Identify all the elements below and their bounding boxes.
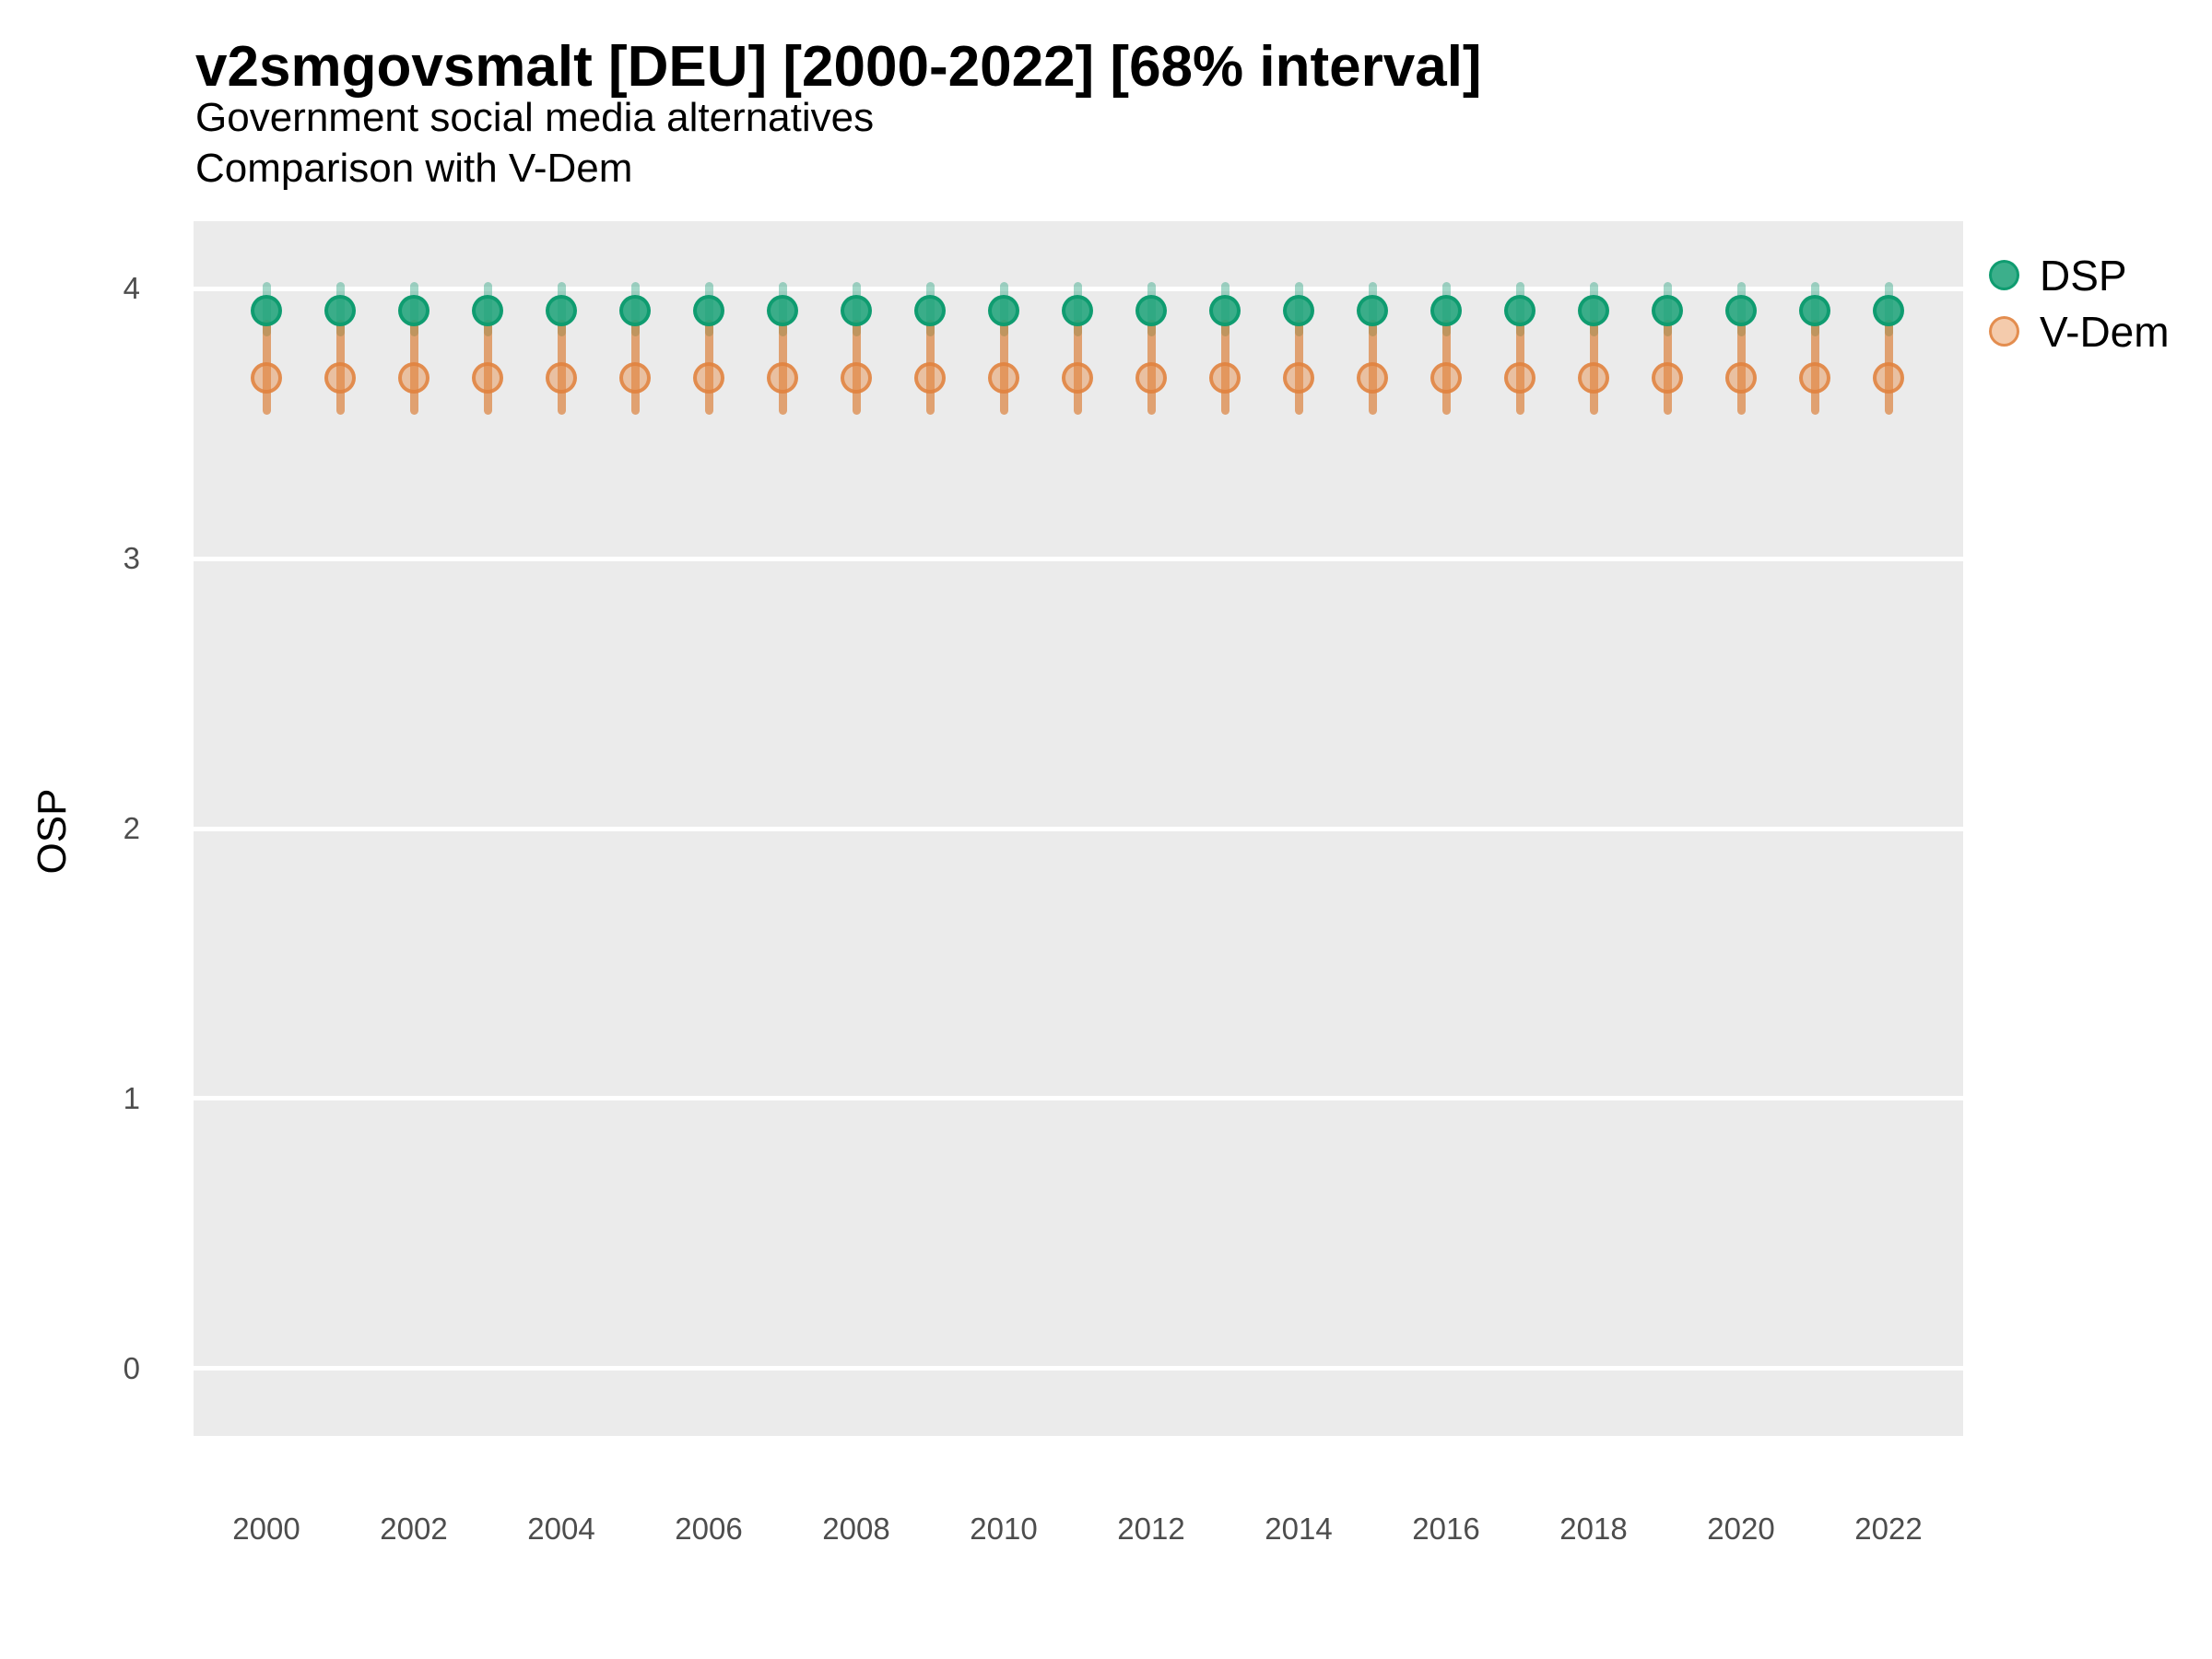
dsp-point-2011: [1062, 294, 1093, 326]
vdem-point-2003: [472, 361, 503, 394]
dsp-point-2016: [1430, 294, 1462, 326]
vdem-point-2004: [546, 361, 577, 394]
vdem-point-2012: [1135, 361, 1167, 394]
dsp-point-2005: [619, 294, 651, 326]
vdem-point-2005: [619, 361, 651, 394]
legend-row-dsp: DSP: [1989, 247, 2170, 303]
vdem-point-2019: [1652, 361, 1683, 394]
y-tick-label: 2: [123, 811, 140, 845]
x-tick-label: 2002: [380, 1512, 448, 1546]
vdem-point-2000: [251, 361, 282, 394]
y-tick-label: 3: [123, 541, 140, 576]
gridline-y-4: [194, 286, 1963, 291]
vdem-point-2008: [841, 361, 872, 394]
y-tick-label: 4: [123, 271, 140, 306]
vdem-point-2017: [1504, 361, 1535, 394]
vdem-point-2010: [988, 361, 1019, 394]
dsp-point-2007: [767, 294, 798, 326]
dsp-point-2010: [988, 294, 1019, 326]
subtitle-line-1: Government social media alternatives: [195, 95, 875, 140]
dsp-point-2012: [1135, 294, 1167, 326]
x-tick-label: 2018: [1559, 1512, 1628, 1546]
dsp-point-2009: [914, 294, 946, 326]
gridline-y-0: [194, 1366, 1963, 1371]
vdem-point-2015: [1357, 361, 1388, 394]
vdem-point-2018: [1578, 361, 1609, 394]
gridline-y-2: [194, 826, 1963, 831]
dsp-point-2017: [1504, 294, 1535, 326]
dsp-point-2014: [1283, 294, 1314, 326]
x-tick-label: 2000: [232, 1512, 300, 1546]
gridline-y-1: [194, 1096, 1963, 1101]
x-tick-label: 2004: [527, 1512, 595, 1546]
dsp-point-2000: [251, 294, 282, 326]
vdem-point-2006: [693, 361, 724, 394]
dsp-point-2022: [1873, 294, 1904, 326]
plot-panel: [194, 221, 1963, 1436]
vdem-point-2001: [324, 361, 356, 394]
x-tick-label: 2010: [970, 1512, 1038, 1546]
legend-label: V-Dem: [2040, 307, 2170, 356]
dsp-point-2002: [398, 294, 429, 326]
vdem-point-2007: [767, 361, 798, 394]
y-tick-label: 1: [123, 1080, 140, 1115]
dsp-point-2003: [472, 294, 503, 326]
vdem-point-2021: [1799, 361, 1830, 394]
vdem-point-2020: [1725, 361, 1757, 394]
dsp-point-2018: [1578, 294, 1609, 326]
dsp-point-2019: [1652, 294, 1683, 326]
dsp-point-2008: [841, 294, 872, 326]
gridline-y-3: [194, 556, 1963, 561]
x-tick-label: 2006: [675, 1512, 743, 1546]
legend: DSP V-Dem: [1989, 247, 2170, 359]
legend-swatch-dsp: [1989, 260, 2019, 290]
y-axis-title: OSP: [29, 788, 75, 875]
dsp-point-2021: [1799, 294, 1830, 326]
vdem-point-2009: [914, 361, 946, 394]
y-tick-label: 0: [123, 1350, 140, 1385]
vdem-point-2014: [1283, 361, 1314, 394]
dsp-point-2004: [546, 294, 577, 326]
dsp-point-2001: [324, 294, 356, 326]
subtitle-line-2: Comparison with V-Dem: [195, 146, 633, 191]
dsp-point-2015: [1357, 294, 1388, 326]
dsp-point-2006: [693, 294, 724, 326]
page-title: v2smgovsmalt [DEU] [2000-2022] [68% inte…: [195, 35, 1482, 99]
x-tick-label: 2020: [1707, 1512, 1775, 1546]
vdem-point-2022: [1873, 361, 1904, 394]
x-tick-label: 2012: [1117, 1512, 1185, 1546]
x-tick-label: 2016: [1412, 1512, 1480, 1546]
dsp-point-2013: [1209, 294, 1241, 326]
dsp-point-2020: [1725, 294, 1757, 326]
vdem-point-2013: [1209, 361, 1241, 394]
legend-swatch-v-dem: [1989, 316, 2019, 347]
legend-row-v-dem: V-Dem: [1989, 303, 2170, 359]
vdem-point-2002: [398, 361, 429, 394]
vdem-point-2011: [1062, 361, 1093, 394]
x-tick-label: 2022: [1854, 1512, 1923, 1546]
legend-label: DSP: [2040, 251, 2127, 300]
vdem-point-2016: [1430, 361, 1462, 394]
x-tick-label: 2014: [1265, 1512, 1333, 1546]
x-tick-label: 2008: [822, 1512, 890, 1546]
